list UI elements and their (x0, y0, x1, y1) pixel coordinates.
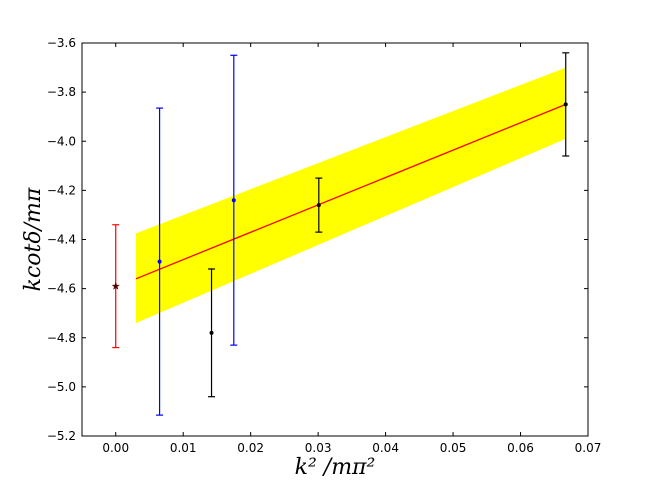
axis-ticks: 0.00 0.01 0.02 0.03 0.04 0.05 0.06 0.07 −5.2 −5.0… (47, 36, 602, 455)
x-tick-label: 0.05 (440, 441, 467, 455)
x-tick-label: 0.04 (372, 441, 399, 455)
y-tick-label: −4.8 (47, 331, 76, 345)
data-point (111, 224, 120, 349)
data-series (111, 52, 570, 416)
point-marker (316, 203, 321, 208)
y-tick-label: −4.2 (47, 183, 76, 197)
y-tick-label: −5.2 (47, 429, 76, 443)
x-tick-label: 0.06 (507, 441, 534, 455)
fit-line (135, 103, 566, 280)
x-tick-label: 0.07 (575, 441, 602, 455)
point-marker (209, 330, 214, 335)
x-tick-label: 0.00 (102, 441, 129, 455)
point-marker (563, 102, 568, 107)
point-marker (157, 259, 162, 264)
star-marker (111, 281, 120, 290)
x-tick-label: 0.03 (305, 441, 332, 455)
x-tick-label: 0.01 (170, 441, 197, 455)
y-axis-label: kcotδ/mπ (21, 187, 46, 291)
data-point (230, 54, 238, 346)
y-tick-label: −5.0 (47, 380, 76, 394)
x-axis-label: k² /mπ² (295, 455, 376, 480)
data-point (315, 177, 323, 233)
data-point (208, 268, 216, 398)
y-tick-label: −3.6 (47, 36, 76, 50)
fit-line-segment (135, 103, 566, 280)
data-point (562, 52, 570, 157)
confidence-band-area (135, 67, 566, 324)
confidence-band (135, 67, 566, 324)
y-tick-label: −4.0 (47, 134, 76, 148)
data-point (156, 107, 164, 416)
y-tick-label: −3.8 (47, 85, 76, 99)
y-tick-label: −4.6 (47, 282, 76, 296)
x-tick-label: 0.02 (237, 441, 264, 455)
point-marker (231, 198, 236, 203)
y-tick-label: −4.4 (47, 233, 76, 247)
